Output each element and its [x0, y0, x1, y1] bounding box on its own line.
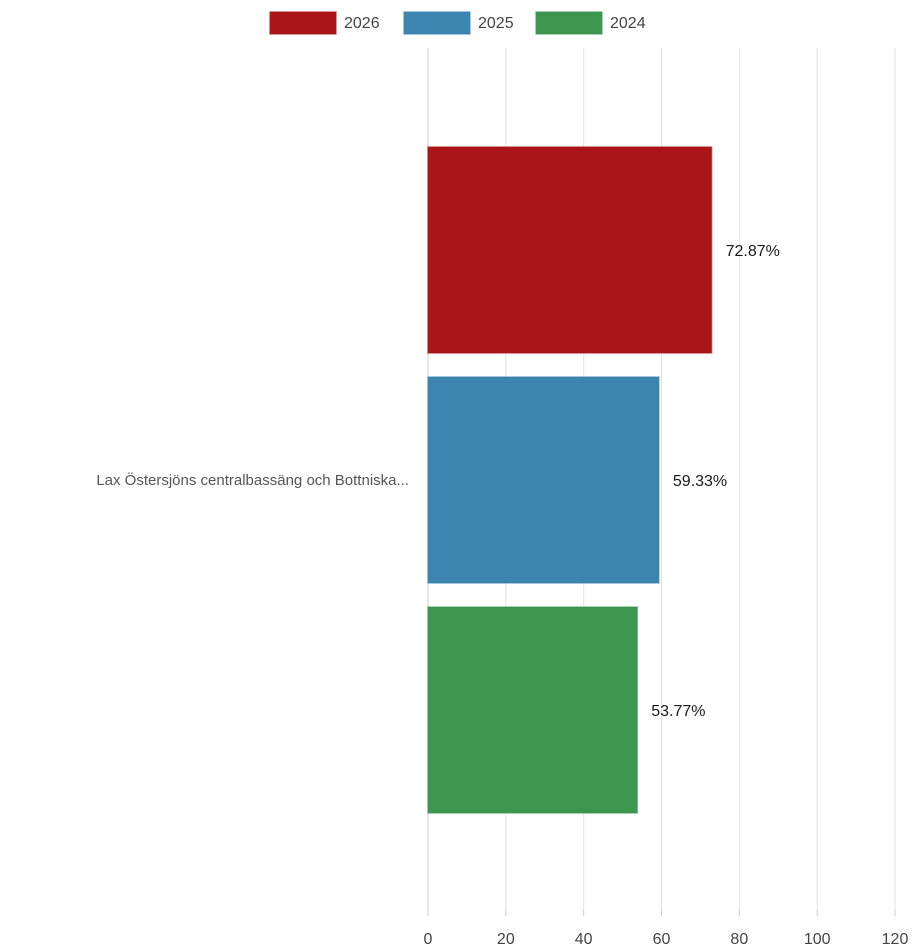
- data-label-2025: 59.33%: [673, 473, 727, 490]
- x-tick-label: 40: [575, 931, 593, 948]
- data-label-2024: 53.77%: [651, 703, 705, 720]
- x-tick-label: 60: [653, 931, 671, 948]
- legend-swatch-2025: [403, 11, 471, 35]
- x-tick-label: 80: [730, 931, 748, 948]
- bar-2025[interactable]: [427, 376, 660, 584]
- legend-swatch-2026: [269, 11, 337, 35]
- bars: [427, 146, 713, 814]
- x-tick-label: 0: [424, 931, 433, 948]
- legend-swatch-2024: [535, 11, 603, 35]
- legend-item-2026[interactable]: 2026: [269, 11, 380, 35]
- legend-label-2026: 2026: [344, 15, 380, 32]
- legend: 2026 2025 2024: [269, 11, 646, 35]
- axes: 0 20 40 60 80 100 120 Lax Östersjöns centralbas…: [96, 48, 908, 948]
- legend-item-2025[interactable]: 2025: [403, 11, 514, 35]
- legend-label-2025: 2025: [478, 15, 514, 32]
- bar-2024[interactable]: [427, 606, 639, 814]
- x-tick-label: 120: [882, 931, 909, 948]
- x-tick-label: 100: [804, 931, 831, 948]
- data-label-2026: 72.87%: [726, 243, 780, 260]
- bar-2026[interactable]: [427, 146, 713, 354]
- category-label: Lax Östersjöns centralbassäng och Bottni…: [96, 471, 409, 489]
- x-tick-label: 20: [497, 931, 515, 948]
- legend-label-2024: 2024: [610, 15, 646, 32]
- legend-item-2024[interactable]: 2024: [535, 11, 646, 35]
- data-labels: 72.87% 59.33% 53.77%: [651, 243, 780, 720]
